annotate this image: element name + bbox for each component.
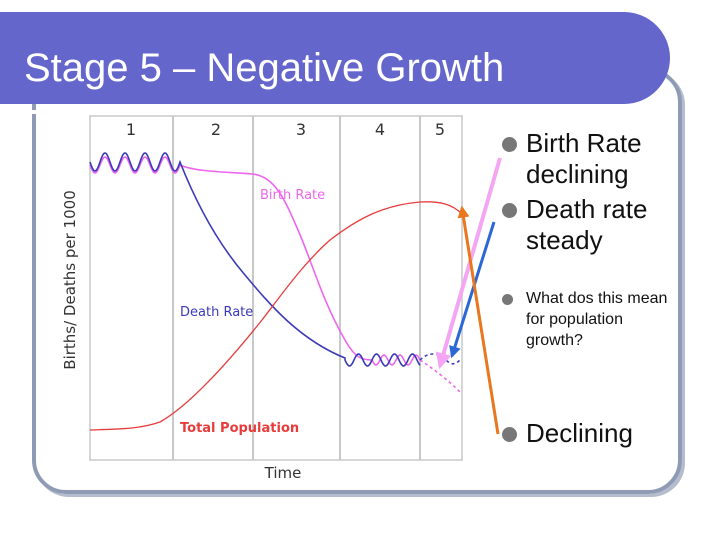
bullet-text: Death rate steady (526, 194, 648, 255)
death-rate-label: Death Rate (180, 305, 253, 320)
total-population-label: Total Population (180, 421, 299, 436)
death-rate-line (89, 152, 421, 367)
title-underline (0, 110, 638, 114)
bullet-item: Declining (500, 418, 633, 449)
plot-area (89, 115, 463, 461)
bullet-item: What dos this mean for population growth… (500, 288, 676, 351)
bullet-dot (502, 427, 517, 442)
primary-bullets: Birth Rate declining Death rate steady (500, 128, 720, 260)
question-bullets: What dos this mean for population growth… (500, 288, 676, 351)
bullet-dot (502, 137, 517, 152)
total-population-line (89, 201, 463, 431)
x-axis-label: Time (264, 464, 302, 482)
bullet-text: What dos this mean for population growth… (526, 290, 668, 349)
chart-grid (89, 115, 463, 461)
bullet-item: Birth Rate declining (500, 128, 720, 190)
answer-bullets: Declining (500, 418, 633, 449)
bullet-text: Birth Rate declining (526, 128, 642, 189)
death-rate-projection (419, 353, 461, 365)
stage-label: 2 (211, 120, 221, 139)
bullet-dot (502, 203, 517, 218)
population-pointer-arrow (457, 205, 500, 435)
stage-label: 4 (375, 120, 385, 139)
bullet-text: Declining (526, 418, 633, 448)
stage-label: 1 (126, 120, 136, 139)
bullet-item: Death rate steady (500, 194, 720, 256)
title-bar: Stage 5 – Negative Growth (0, 12, 670, 114)
death-rate-pointer-arrow (449, 221, 496, 359)
stage-label: 3 (296, 120, 306, 139)
slide-title: Stage 5 – Negative Growth (24, 46, 505, 90)
y-axis-label: Births/ Deaths per 1000 (61, 190, 79, 369)
bullet-dot (502, 294, 513, 305)
stage-label: 5 (435, 120, 445, 139)
birth-rate-projection (419, 359, 461, 393)
birth-rate-label: Birth Rate (260, 188, 325, 203)
